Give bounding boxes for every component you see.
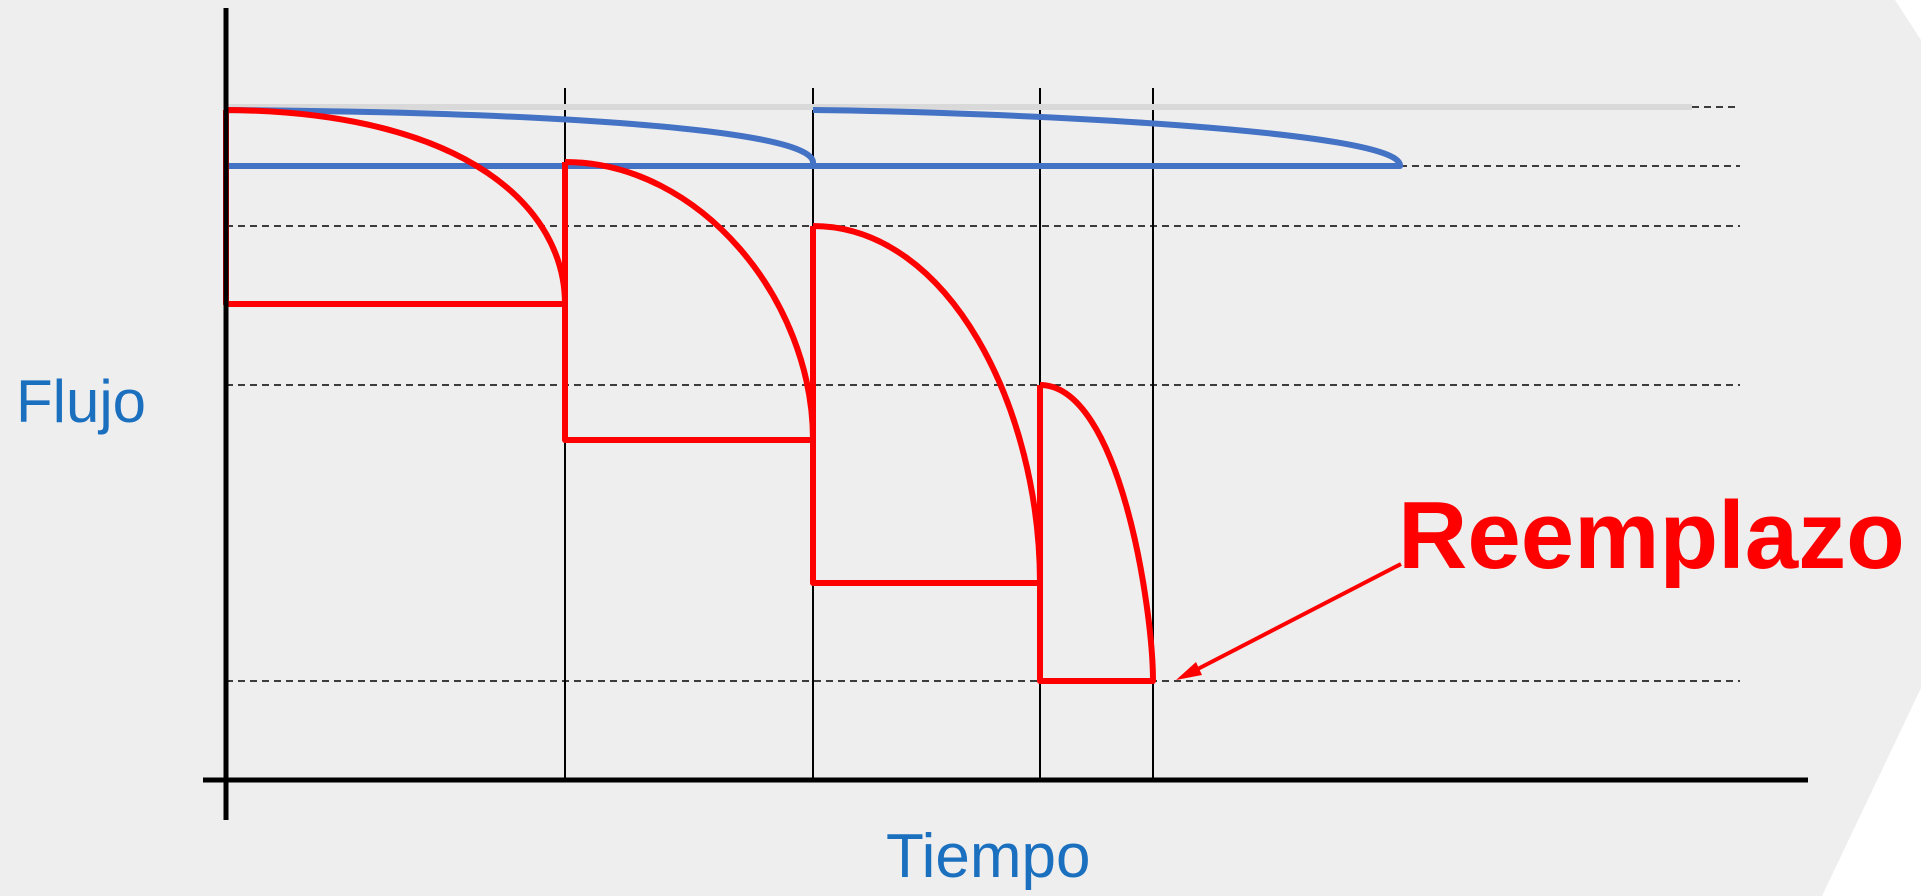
dashed-reference-lines: [226, 106, 1740, 682]
red-decline-segments: [223, 107, 1156, 684]
x-axis-label: Tiempo: [886, 822, 1091, 891]
y-axis-label: Flujo: [16, 368, 147, 435]
blue-curve-1: [223, 107, 816, 169]
replacement-annotation: Reemplazo: [1398, 482, 1905, 589]
red-segment-4: [1037, 382, 1156, 684]
blue-curve-2: [812, 107, 1403, 169]
blue-decline-curves: [223, 107, 1403, 169]
annotation-arrow: [1176, 562, 1402, 680]
axes: [203, 8, 1808, 820]
